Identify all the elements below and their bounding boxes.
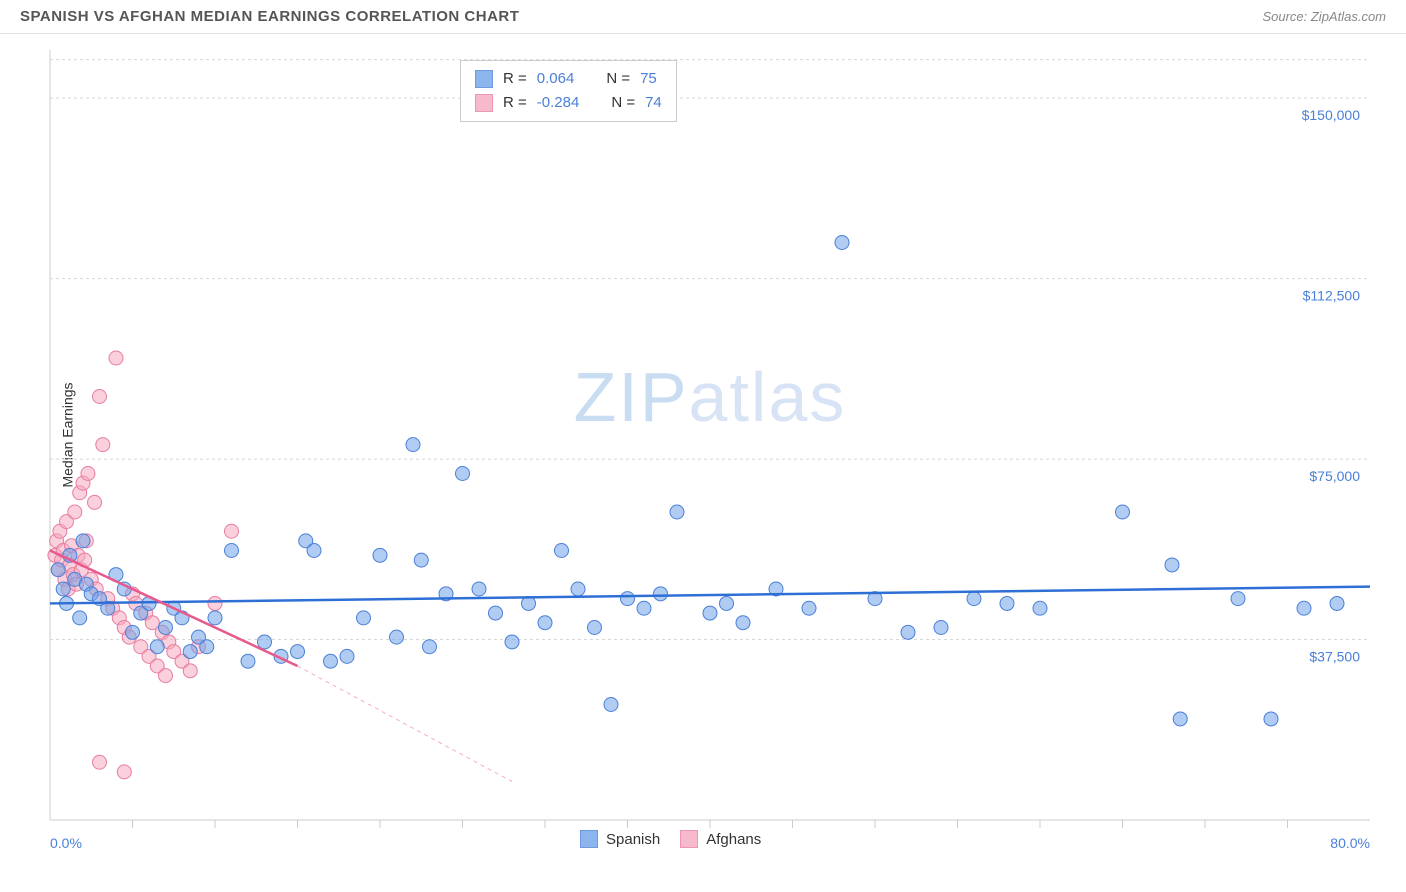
- svg-text:0.0%: 0.0%: [50, 835, 82, 851]
- svg-text:$150,000: $150,000: [1302, 107, 1361, 123]
- chart-header: SPANISH VS AFGHAN MEDIAN EARNINGS CORREL…: [0, 0, 1406, 34]
- scatter-plot-svg: $37,500$75,000$112,500$150,0000.0%80.0%: [50, 50, 1370, 820]
- stat-row-spanish: R = 0.064 N = 75: [475, 67, 662, 91]
- bottom-legend: Spanish Afghans: [580, 830, 761, 848]
- legend-swatch-afghans: [680, 830, 698, 848]
- chart-source: Source: ZipAtlas.com: [1262, 9, 1386, 24]
- svg-text:80.0%: 80.0%: [1330, 835, 1370, 851]
- chart-title: SPANISH VS AFGHAN MEDIAN EARNINGS CORREL…: [20, 8, 519, 25]
- swatch-spanish: [475, 70, 493, 88]
- correlation-stat-box: R = 0.064 N = 75 R = -0.284 N = 74: [460, 60, 677, 122]
- chart-area: Median Earnings ZIPatlas $37,500$75,000$…: [50, 50, 1370, 820]
- legend-swatch-spanish: [580, 830, 598, 848]
- legend-item-afghans: Afghans: [680, 830, 761, 848]
- svg-text:$37,500: $37,500: [1309, 649, 1360, 665]
- legend-item-spanish: Spanish: [580, 830, 660, 848]
- svg-text:$112,500: $112,500: [1303, 288, 1361, 304]
- svg-text:$75,000: $75,000: [1309, 468, 1360, 484]
- stat-row-afghans: R = -0.284 N = 74: [475, 91, 662, 115]
- swatch-afghans: [475, 94, 493, 112]
